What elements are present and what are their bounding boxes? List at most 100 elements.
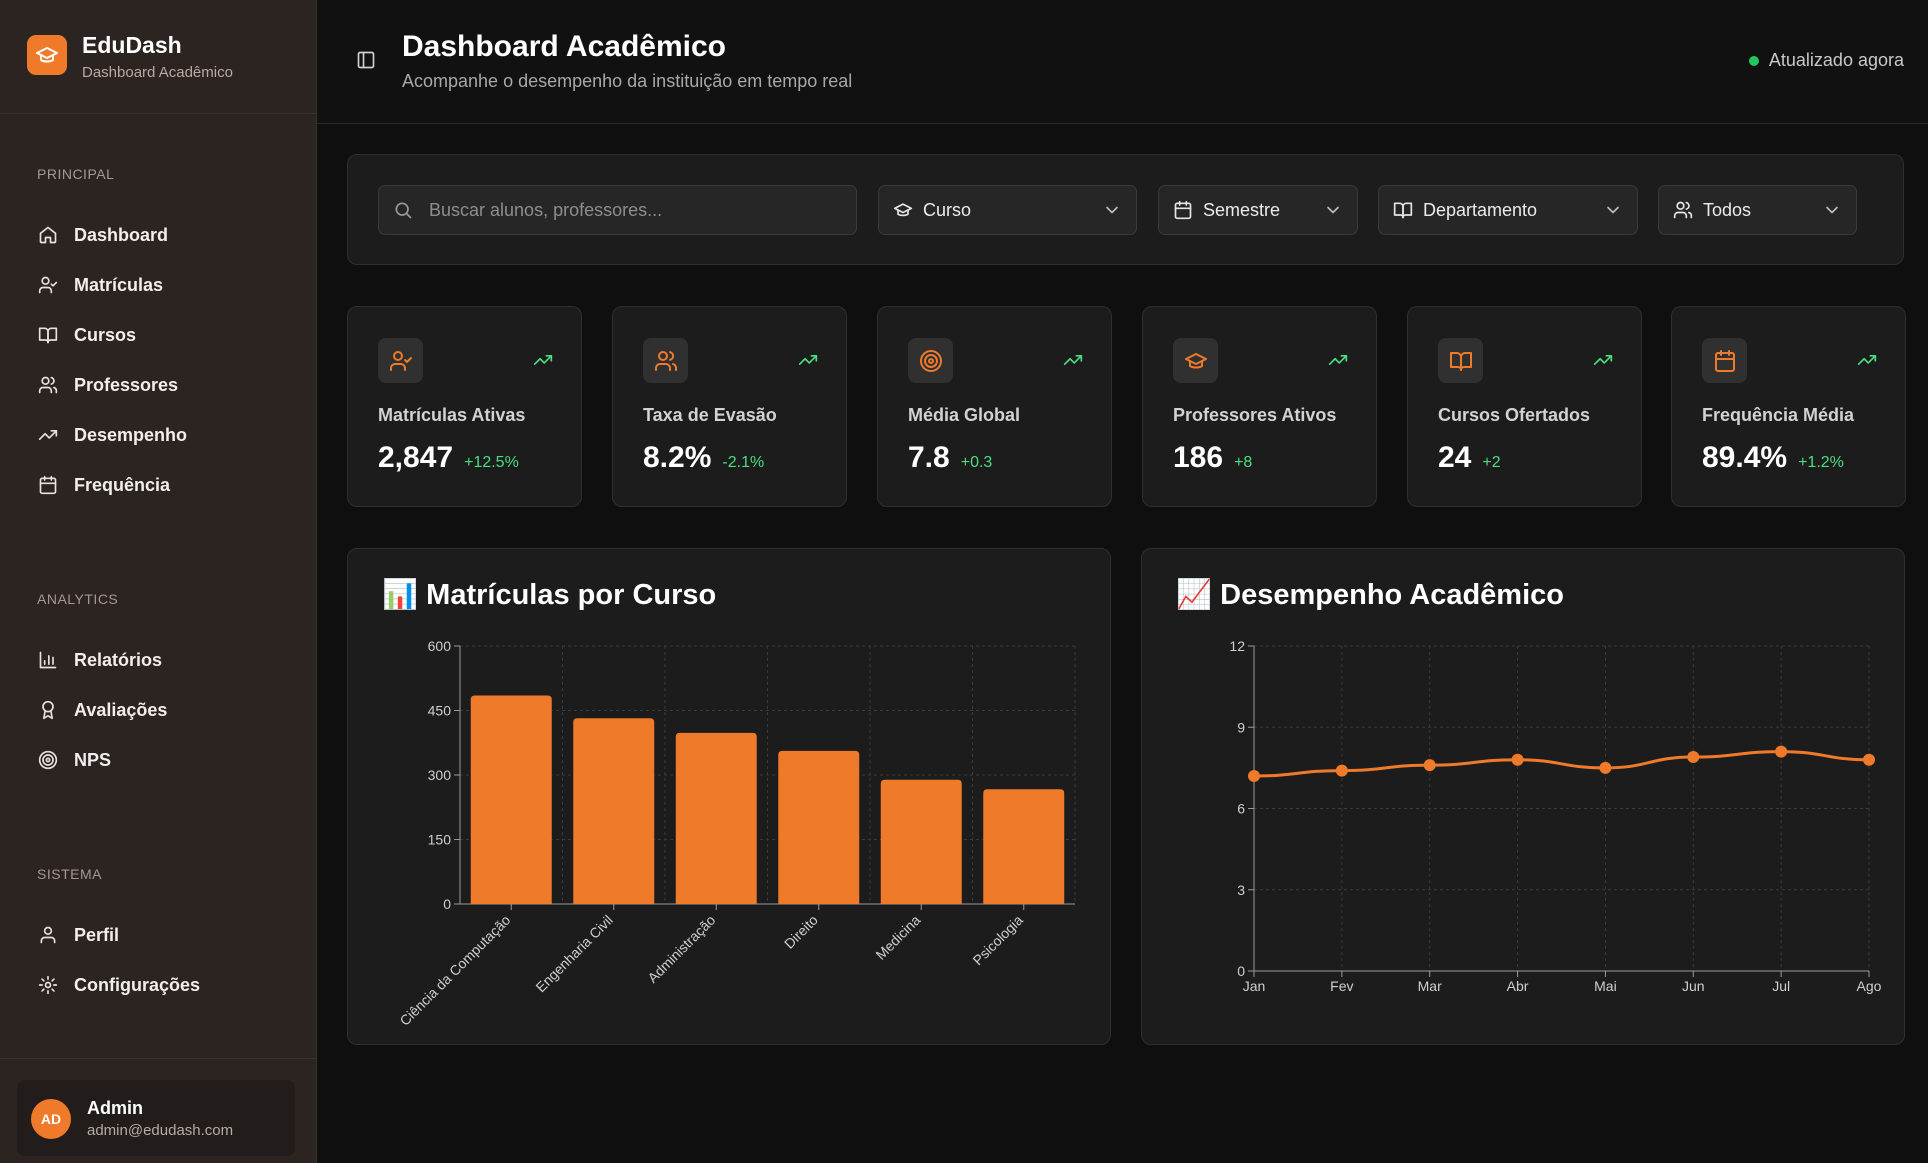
data-point	[1599, 761, 1612, 774]
y-tick-label: 12	[1229, 638, 1245, 654]
user-check-icon	[378, 338, 423, 383]
chevron-down-icon	[1607, 206, 1619, 214]
nav-section-sistema: SISTEMA	[37, 866, 102, 882]
sidebar-item-label: NPS	[74, 749, 112, 770]
chart-title-text: Matrículas por Curso	[426, 579, 717, 611]
sidebar-divider	[0, 1058, 316, 1059]
bar	[778, 750, 860, 904]
data-point	[1248, 770, 1260, 782]
sidebar-item-perfil[interactable]: Perfil	[38, 915, 298, 955]
sidebar-item-relatorios[interactable]: Relatórios	[38, 640, 298, 680]
x-tick-label: Medicina	[872, 912, 923, 963]
x-tick-label: Psicologia	[969, 912, 1026, 969]
bar	[983, 789, 1065, 904]
kpi-delta: +0.3	[960, 454, 993, 471]
user-profile-card[interactable]: AD Admin admin@edudash.com	[17, 1080, 295, 1156]
sidebar-item-nps[interactable]: NPS	[38, 740, 298, 780]
chart-title: 📈 Desempenho Acadêmico	[1176, 578, 1564, 612]
sidebar-item-frequencia[interactable]: Frequência	[38, 465, 298, 505]
y-tick-label: 9	[1237, 719, 1245, 735]
sidebar-item-desempenho[interactable]: Desempenho	[38, 415, 298, 455]
chevron-down-icon	[1106, 206, 1118, 214]
sidebar-item-label: Cursos	[74, 324, 137, 345]
calendar-icon	[1702, 338, 1747, 383]
sidebar-item-avaliacoes[interactable]: Avaliações	[38, 690, 298, 730]
kpi-card-professores: Professores Ativos 186 +8	[1142, 306, 1377, 507]
sidebar-item-label: Perfil	[74, 924, 120, 945]
brand: EduDash Dashboard Acadêmico	[0, 0, 316, 114]
trending-up-icon	[798, 355, 818, 365]
semestre-select[interactable]: Semestre	[1158, 185, 1358, 235]
search-placeholder: Buscar alunos, professores...	[429, 199, 663, 220]
sidebar: EduDash Dashboard Acadêmico PRINCIPAL Da…	[0, 0, 317, 1163]
kpi-delta: +8	[1234, 454, 1253, 471]
y-tick-label: 450	[428, 703, 452, 719]
curso-select[interactable]: Curso	[878, 185, 1137, 235]
x-tick-label: Fev	[1330, 978, 1353, 994]
sidebar-item-matriculas[interactable]: Matrículas	[38, 265, 298, 305]
user-icon	[40, 926, 56, 944]
series-line	[1253, 750, 1870, 778]
x-tick-label: Abr	[1507, 978, 1529, 994]
gear-icon	[38, 975, 58, 995]
x-tick-label: Jul	[1772, 978, 1790, 994]
kpi-delta: +12.5%	[464, 454, 519, 471]
kpi-value: 186	[1173, 441, 1224, 474]
departamento-select-value: Departamento	[1423, 199, 1538, 220]
todos-select[interactable]: Todos	[1658, 185, 1857, 235]
sidebar-toggle-icon[interactable]	[356, 50, 376, 70]
y-tick-label: 0	[1237, 963, 1245, 979]
search-input[interactable]: Buscar alunos, professores...	[378, 185, 857, 235]
kpi-value: 8.2%	[643, 441, 712, 474]
nav-section-principal: PRINCIPAL	[37, 166, 115, 182]
trending-up-icon	[1063, 355, 1083, 365]
page-subtitle: Acompanhe o desempenho da instituição em…	[402, 71, 853, 91]
user-email: admin@edudash.com	[87, 1122, 234, 1139]
users-icon	[1673, 201, 1693, 219]
x-tick-label: Mar	[1418, 978, 1442, 994]
sidebar-item-label: Configurações	[74, 974, 201, 995]
nav-section-analytics: ANALYTICS	[37, 591, 119, 607]
filter-bar: Buscar alunos, professores... Curso Seme…	[347, 154, 1904, 265]
bar	[470, 695, 552, 904]
trending-up-icon	[1328, 355, 1348, 365]
search-icon	[395, 202, 412, 219]
x-tick-label: Engenharia Civil	[532, 912, 615, 995]
sidebar-item-professores[interactable]: Professores	[38, 365, 298, 405]
y-tick-label: 6	[1237, 801, 1245, 817]
graduation-cap-icon	[1173, 338, 1218, 383]
sidebar-item-configuracoes[interactable]: Configurações	[38, 965, 298, 1005]
kpi-card-frequencia: Frequência Média 89.4% +1.2%	[1671, 306, 1906, 507]
departamento-select[interactable]: Departamento	[1378, 185, 1638, 235]
data-point	[1687, 751, 1700, 764]
status-indicator: Atualizado agora	[1748, 50, 1904, 71]
kpi-value: 89.4%	[1702, 441, 1788, 474]
chart-emoji-icon: 📊	[382, 579, 419, 611]
book-icon	[1438, 338, 1483, 383]
data-point	[1423, 759, 1436, 772]
bar	[675, 732, 757, 904]
data-point	[1511, 753, 1524, 766]
x-tick-label: Jan	[1243, 978, 1266, 994]
trending-up-icon	[533, 355, 553, 365]
user-name: Admin	[87, 1098, 143, 1118]
page-title: Dashboard Acadêmico	[402, 30, 726, 63]
graduation-cap-icon	[893, 203, 913, 217]
sidebar-item-cursos[interactable]: Cursos	[38, 315, 298, 355]
chevron-down-icon	[1826, 206, 1838, 214]
x-tick-label: Direito	[781, 912, 821, 952]
curso-select-value: Curso	[923, 199, 972, 220]
semestre-select-value: Semestre	[1203, 199, 1281, 220]
kpi-card-media: Média Global 7.8 +0.3	[877, 306, 1112, 507]
x-tick-label: Jun	[1682, 978, 1705, 994]
kpi-label: Taxa de Evasão	[643, 405, 777, 425]
target-icon	[908, 338, 953, 383]
data-point	[1863, 753, 1875, 766]
y-tick-label: 300	[428, 767, 452, 783]
line-chart: 0 3 6 9 12 Jan Fev Mar Abr Mai Jun Jul Ago	[1229, 638, 1882, 994]
x-tick-label: Ago	[1857, 978, 1882, 994]
chart-emoji-icon: 📈	[1176, 579, 1213, 611]
sidebar-item-dashboard[interactable]: Dashboard	[38, 215, 298, 255]
sidebar-item-label: Relatórios	[74, 649, 163, 670]
